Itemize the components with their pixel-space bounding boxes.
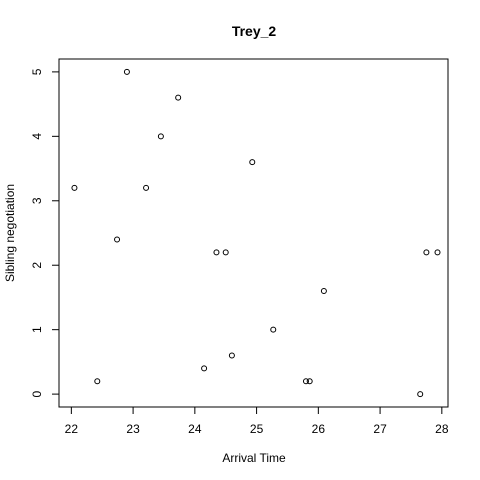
data-point-0 xyxy=(71,184,78,191)
x-tick-label-4: 26 xyxy=(312,422,326,436)
x-tick-label-0: 22 xyxy=(65,422,79,436)
data-point-14 xyxy=(306,378,313,385)
y-tick-label-5: 5 xyxy=(30,68,44,75)
data-point-7 xyxy=(201,365,208,372)
y-axis-label: Sibling negotiation xyxy=(3,184,17,282)
data-point-1 xyxy=(94,378,101,385)
data-point-13 xyxy=(302,378,309,385)
data-point-16 xyxy=(417,391,424,398)
y-tick-label-4: 4 xyxy=(30,133,44,140)
chart-title: Trey_2 xyxy=(232,23,277,39)
data-points xyxy=(71,68,441,398)
x-tick-label-1: 23 xyxy=(126,422,140,436)
data-point-4 xyxy=(143,184,150,191)
x-axis-label: Arrival Time xyxy=(222,451,286,465)
y-axis: 0 1 2 3 4 5 xyxy=(30,68,59,397)
data-point-17 xyxy=(423,249,430,256)
data-point-15 xyxy=(320,288,327,294)
y-tick-label-0: 0 xyxy=(30,390,44,397)
data-point-3 xyxy=(123,68,130,75)
data-point-8 xyxy=(213,249,220,256)
data-point-18 xyxy=(434,249,441,256)
y-tick-label-3: 3 xyxy=(30,197,44,204)
data-point-6 xyxy=(175,94,182,101)
data-point-12 xyxy=(270,326,277,333)
x-tick-label-6: 28 xyxy=(435,422,449,436)
y-tick-label-1: 1 xyxy=(30,326,44,333)
x-tick-label-3: 25 xyxy=(250,422,264,436)
data-point-11 xyxy=(249,159,256,166)
data-point-5 xyxy=(157,133,164,140)
x-tick-label-2: 24 xyxy=(188,422,202,436)
data-point-10 xyxy=(228,352,235,359)
data-point-2 xyxy=(114,236,121,243)
data-point-9 xyxy=(222,249,229,256)
x-axis: 22 23 24 25 26 27 28 xyxy=(65,407,449,436)
plot-area xyxy=(58,58,449,408)
x-tick-label-5: 27 xyxy=(373,422,387,436)
y-tick-label-2: 2 xyxy=(30,262,44,269)
